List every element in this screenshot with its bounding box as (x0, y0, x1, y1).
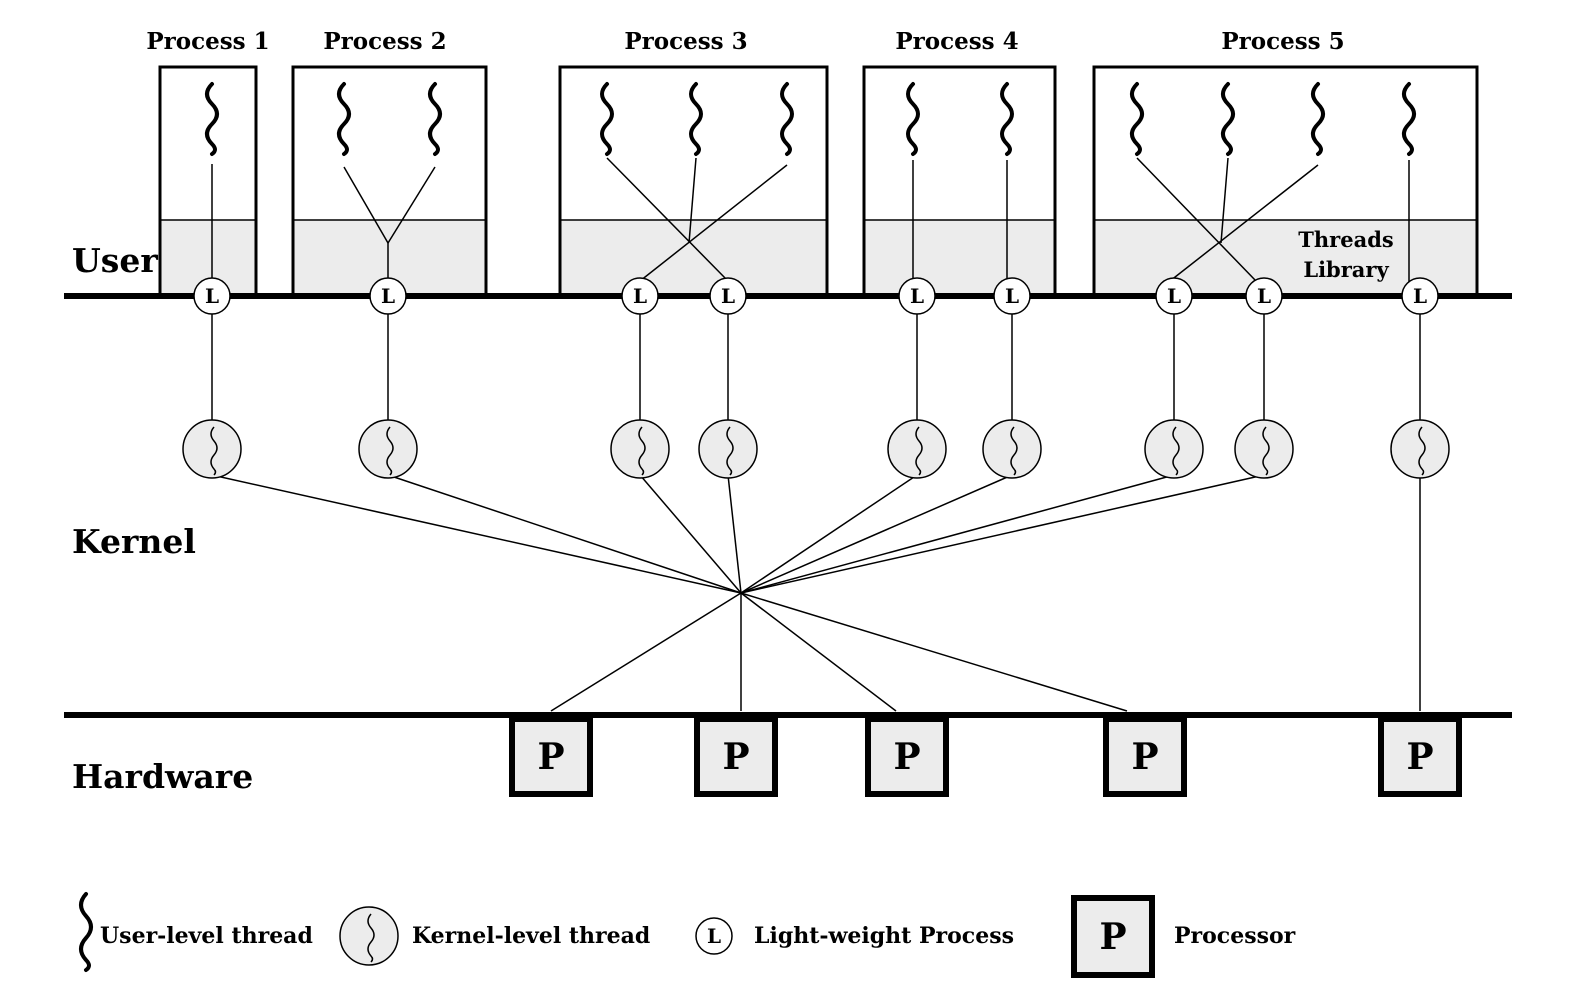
user-thread-icon (205, 82, 219, 156)
legend-user-thread-icon (79, 892, 93, 972)
user-thread-icon (780, 82, 794, 156)
lwp-nodes: L L L L L L L L L (193, 277, 1439, 315)
user-thread-icon (1130, 82, 1144, 156)
svg-text:P: P (537, 736, 564, 778)
kernel-thread-icon (1234, 419, 1294, 479)
user-thread-icon (689, 82, 703, 156)
lwp-node: L (369, 277, 407, 315)
user-thread-icon (1402, 82, 1416, 156)
lwp-node: L (1401, 277, 1439, 315)
svg-text:L: L (205, 284, 219, 308)
svg-text:L: L (707, 924, 721, 948)
hardware-layer-label: Hardware (72, 757, 253, 796)
legend-processor-icon: P (1071, 895, 1155, 978)
user-thread-icon (337, 82, 351, 156)
threads-library-regions (160, 220, 1477, 296)
svg-text:P: P (1131, 736, 1158, 778)
process-2-title: Process 2 (323, 28, 446, 55)
processors: P P P P P (509, 716, 1462, 797)
svg-text:P: P (1099, 916, 1126, 958)
user-thread-icon (428, 82, 442, 156)
lwp-node: L (993, 277, 1031, 315)
process-5-title: Process 5 (1221, 28, 1344, 55)
svg-text:L: L (1257, 284, 1271, 308)
kernel-thread-icon (1390, 419, 1450, 479)
legend-kernel-thread-label: Kernel-level thread (412, 923, 650, 949)
svg-text:P: P (1406, 736, 1433, 778)
legend-user-thread-label: User-level thread (100, 923, 313, 949)
kernel-layer-label: Kernel (72, 522, 196, 561)
user-layer-label: User (72, 241, 158, 280)
process-3-library (560, 220, 827, 296)
lwp-node: L (1155, 277, 1193, 315)
legend-lwp-label: Light-weight Process (754, 923, 1014, 949)
user-to-lwp-lines (211, 157, 1410, 283)
lwp-node: L (898, 277, 936, 315)
svg-text:P: P (722, 736, 749, 778)
processor-icon: P (1378, 716, 1462, 797)
kernel-thread-icon (698, 419, 758, 479)
kernel-thread-icon (182, 419, 242, 479)
svg-text:P: P (893, 736, 920, 778)
processor-icon: P (865, 716, 949, 797)
kernel-thread-icon (887, 419, 947, 479)
user-thread-icon (906, 82, 920, 156)
svg-text:L: L (381, 284, 395, 308)
legend-lwp-icon: L (695, 917, 733, 955)
lwp-node: L (709, 277, 747, 315)
threads-library-label-line1: Threads (1298, 227, 1393, 252)
threads-library-label-line2: Library (1303, 257, 1389, 282)
user-thread-icon (1000, 82, 1014, 156)
kernel-threads (182, 419, 1450, 479)
user-thread-icon (600, 82, 614, 156)
processor-icon: P (1103, 716, 1187, 797)
kernel-thread-icon (358, 419, 418, 479)
legend: User-level thread Kernel-level thread L … (79, 892, 1296, 978)
lwp-node: L (193, 277, 231, 315)
user-level-threads (205, 82, 1416, 156)
processor-icon: P (694, 716, 778, 797)
scheduler-lines (211, 474, 1421, 712)
lwp-to-kernel-lines (211, 306, 1421, 423)
legend-kernel-thread-icon (339, 906, 399, 966)
svg-text:L: L (1413, 284, 1427, 308)
lwp-node: L (1245, 277, 1283, 315)
process-4-title: Process 4 (895, 28, 1018, 55)
svg-text:L: L (1005, 284, 1019, 308)
user-thread-icon (1311, 82, 1325, 156)
process-1-title: Process 1 (146, 28, 269, 55)
kernel-thread-icon (982, 419, 1042, 479)
kernel-thread-icon (1144, 419, 1204, 479)
lwp-node: L (621, 277, 659, 315)
process-3-title: Process 3 (624, 28, 747, 55)
legend-processor-label: Processor (1174, 923, 1296, 949)
user-thread-icon (1221, 82, 1235, 156)
svg-text:L: L (633, 284, 647, 308)
svg-text:L: L (910, 284, 924, 308)
processor-icon: P (509, 716, 593, 797)
svg-text:L: L (721, 284, 735, 308)
kernel-thread-icon (610, 419, 670, 479)
svg-text:L: L (1167, 284, 1181, 308)
